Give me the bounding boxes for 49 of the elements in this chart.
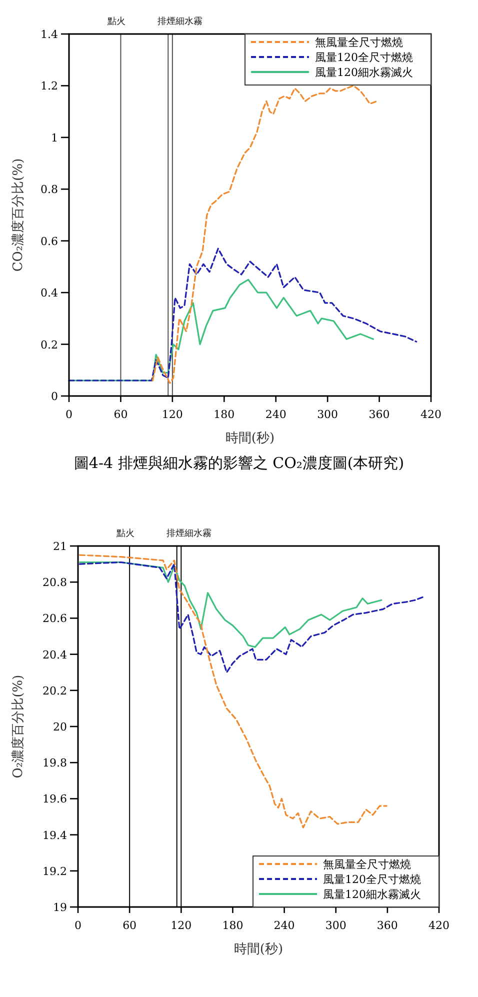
y-tick-label: 0.4: [40, 286, 58, 300]
y-tick-label: 20.8: [42, 576, 67, 590]
y-tick-label: 19: [53, 901, 67, 914]
y-tick-label: 20.4: [42, 648, 67, 662]
x-tick-label: 300: [317, 408, 338, 421]
x-tick-label: 240: [265, 408, 286, 421]
legend-label: 無風量全尺寸燃燒: [323, 858, 411, 871]
caption: 圖4-4 排煙與細水霧的影響之 CO₂濃度圖(本研究): [74, 454, 404, 472]
x-tick-label: 60: [114, 408, 128, 421]
x-tick-label: 120: [162, 408, 183, 421]
y-tick-label: 0: [51, 390, 58, 403]
y-axis-title: O₂濃度百分比(%): [10, 674, 26, 778]
y-tick-label: 1.4: [40, 28, 58, 41]
y-tick-label: 1.2: [40, 80, 58, 93]
y-tick-label: 20.6: [42, 612, 67, 626]
x-tick-label: 0: [74, 919, 82, 932]
ref-line-label: 排煙細水霧: [166, 528, 212, 539]
legend-label: 風量120全尺寸燃燒: [315, 51, 413, 64]
y-tick-label: 19.6: [42, 792, 67, 806]
legend-label: 風量120全尺寸燃燒: [323, 873, 421, 886]
y-tick-label: 20: [53, 720, 67, 734]
x-tick-label: 120: [170, 919, 192, 932]
x-tick-label: 420: [420, 408, 442, 421]
ref-line-label: 點火: [116, 528, 135, 539]
y-tick-label: 19.4: [42, 828, 67, 842]
x-axis-title: 時間(秒): [225, 431, 275, 446]
y-tick-label: 0.6: [40, 234, 58, 248]
legend-label: 風量120細水霧滅火: [323, 888, 421, 901]
ref-line-label: 點火: [106, 16, 126, 27]
x-tick-label: 180: [222, 919, 244, 932]
x-tick-label: 420: [428, 919, 450, 932]
x-tick-label: 60: [122, 919, 137, 932]
y-tick-label: 19.2: [42, 864, 67, 878]
y-tick-label: 20.2: [42, 684, 67, 698]
y-tick-label: 0.8: [40, 183, 58, 196]
y-tick-label: 1: [51, 131, 58, 144]
x-tick-label: 240: [274, 919, 295, 932]
legend-label: 風量120細水霧滅火: [315, 66, 413, 79]
x-tick-label: 300: [325, 919, 346, 932]
y-axis-title: CO₂濃度百分比(%): [10, 158, 26, 272]
x-tick-label: 180: [214, 408, 235, 421]
x-tick-label: 360: [376, 919, 398, 932]
x-axis-title: 時間(秒): [234, 942, 284, 957]
x-tick-label: 360: [368, 408, 390, 421]
y-tick-label: 21: [53, 540, 67, 553]
y-tick-label: 19.8: [42, 756, 67, 770]
ref-line-label: 排煙細水霧: [158, 16, 203, 27]
legend-label: 無風量全尺寸燃燒: [315, 36, 403, 49]
y-tick-label: 0.2: [40, 338, 58, 352]
